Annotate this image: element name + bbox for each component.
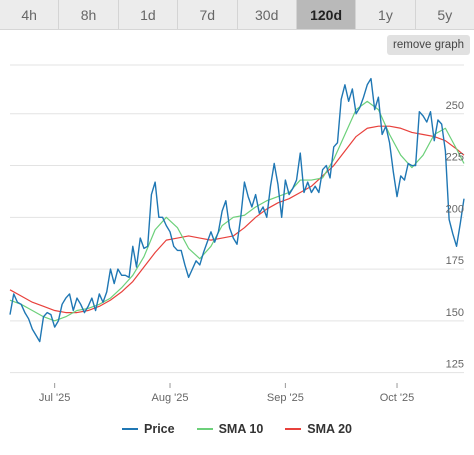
- y-tick-label: 250: [446, 100, 464, 112]
- y-tick-label: 175: [446, 255, 464, 267]
- chart-legend: Price SMA 10 SMA 20: [0, 418, 474, 440]
- x-tick-label: Oct '25: [380, 392, 415, 404]
- tab-1y[interactable]: 1y: [356, 0, 416, 29]
- timeframe-tabs: 4h 8h 1d 7d 30d 120d 1y 5y: [0, 0, 474, 30]
- y-axis-ticks: 125 150 175 200 225 250: [446, 100, 464, 371]
- remove-graph-button[interactable]: remove graph: [387, 35, 470, 55]
- x-tick-label: Sep '25: [267, 392, 304, 404]
- legend-item-sma20[interactable]: SMA 20: [285, 422, 352, 436]
- tab-8h[interactable]: 8h: [59, 0, 119, 29]
- tab-4h[interactable]: 4h: [0, 0, 60, 29]
- x-tick-label: Aug '25: [152, 392, 189, 404]
- tab-30d[interactable]: 30d: [238, 0, 297, 29]
- tab-5y[interactable]: 5y: [437, 6, 453, 23]
- legend-item-sma10[interactable]: SMA 10: [196, 422, 264, 436]
- series-line-sma20: [9, 125, 465, 314]
- grid-lines: [10, 64, 464, 374]
- legend-label-price: Price: [144, 422, 175, 436]
- y-tick-label: 200: [446, 203, 464, 215]
- series-line-sma10: [9, 100, 465, 322]
- series-line-price: [9, 77, 465, 343]
- legend-label-sma20: SMA 20: [307, 422, 352, 436]
- sma10-swatch-icon: [196, 428, 213, 430]
- legend-label-sma10: SMA 10: [218, 422, 264, 436]
- y-tick-label: 150: [446, 307, 464, 319]
- x-tick-label: Jul '25: [39, 392, 70, 404]
- tab-7d[interactable]: 7d: [178, 0, 238, 29]
- tab-120d[interactable]: 120d: [296, 0, 357, 29]
- legend-item-price[interactable]: Price: [122, 422, 175, 436]
- sma20-swatch-icon: [285, 428, 302, 430]
- series-lines: [9, 77, 465, 343]
- tab-1d[interactable]: 1d: [119, 0, 179, 29]
- y-tick-label: 125: [446, 359, 464, 371]
- x-axis-ticks: Jul '25 Aug '25 Sep '25 Oct '25: [39, 383, 414, 404]
- price-swatch-icon: [122, 428, 138, 430]
- y-tick-label: 225: [446, 152, 464, 164]
